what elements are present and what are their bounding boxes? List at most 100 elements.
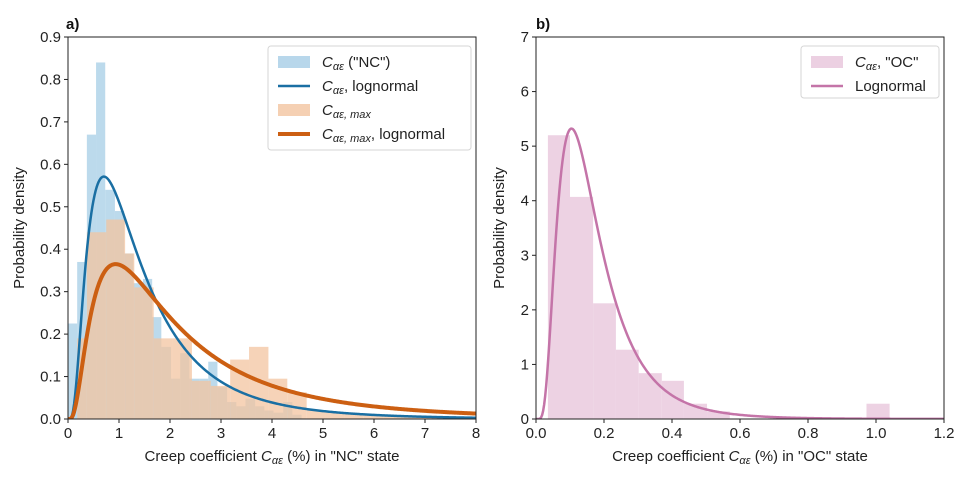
y-tick-label: 0.3 xyxy=(40,284,61,301)
legend-entry-label: Cαε, max, lognormal xyxy=(322,126,445,145)
y-axis-label: Probability density xyxy=(491,167,508,289)
x-tick-label: 0.4 xyxy=(662,425,683,442)
lognormal-curve-1 xyxy=(68,175,476,419)
y-tick-label: 0 xyxy=(521,411,529,428)
legend-entry-label-symbol: C xyxy=(322,102,333,119)
x-tick-label: 0.2 xyxy=(594,425,615,442)
histogram-bar xyxy=(172,338,192,419)
y-tick-label: 0.5 xyxy=(40,199,61,216)
histogram-bar xyxy=(125,253,135,419)
x-tick-label: 7 xyxy=(421,425,429,442)
histogram-bar xyxy=(153,338,173,419)
histogram-2 xyxy=(77,219,460,419)
y-tick-label: 0.9 xyxy=(40,29,61,46)
panel-a: 0 1 2 3 4 5 6 7 8 0.0 0.1 0.2 0.3 0.4 0.5 0.6 0.7 0.8 0.9 C… xyxy=(11,16,480,467)
histogram-bar xyxy=(661,380,684,419)
y-tick-label: 1 xyxy=(521,356,529,373)
x-tick-label: 0.8 xyxy=(798,425,819,442)
histogram-bar xyxy=(191,380,211,419)
y-tick-label: 0.2 xyxy=(40,326,61,343)
panel-label: a) xyxy=(66,16,79,33)
legend-entry-label-post: , "OC" xyxy=(877,54,918,71)
panel-label: b) xyxy=(536,16,550,33)
y-tick-label: 4 xyxy=(521,193,529,210)
x-axis-label-post: (%) in "NC" state xyxy=(283,448,400,465)
histogram-bar xyxy=(866,403,890,419)
histogram-bar xyxy=(615,349,639,419)
y-tick-label: 0.1 xyxy=(40,369,61,386)
x-tick-label: 5 xyxy=(319,425,327,442)
legend-entry-label-post: ("NC") xyxy=(344,54,390,71)
x-tick-label: 0.6 xyxy=(730,425,751,442)
histogram-bar xyxy=(363,414,384,419)
plot-area xyxy=(68,62,476,419)
legend-entry-label-subscript: αε xyxy=(333,85,344,97)
x-tick-label: 1.2 xyxy=(934,425,955,442)
x-axis-label-pre: Creep coefficient xyxy=(612,448,728,465)
legend-entry-label-post: , lognormal xyxy=(371,126,445,143)
histogram-bar xyxy=(638,373,662,419)
histogram-bar xyxy=(134,287,154,419)
histogram-bar xyxy=(402,416,422,419)
legend-entry-label-subscript: αε, max xyxy=(333,109,372,121)
x-axis-label-post: (%) in "OC" state xyxy=(751,448,868,465)
x-axis-label: Creep coefficient Cαε (%) in "OC" state xyxy=(612,448,868,467)
legend-entry-label-symbol: C xyxy=(322,54,333,71)
x-tick-label: 1.0 xyxy=(866,425,887,442)
legend-entry-label-symbol: C xyxy=(322,78,333,95)
y-tick-label: 0.4 xyxy=(40,241,61,258)
x-tick-label: 4 xyxy=(268,425,276,442)
legend-entry-label-post: , lognormal xyxy=(344,78,418,95)
y-tick-label: 2 xyxy=(521,302,529,319)
histogram-bar xyxy=(707,411,730,419)
x-tick-label: 0.0 xyxy=(526,425,547,442)
x-tick-label: 2 xyxy=(166,425,174,442)
y-tick-label: 0.6 xyxy=(40,156,61,173)
x-tick-label: 0 xyxy=(64,425,72,442)
y-tick-label: 0.8 xyxy=(40,71,61,88)
legend-entry-label-subscript: αε, max xyxy=(333,133,372,145)
legend-swatch-patch xyxy=(278,56,310,68)
y-tick-label: 7 xyxy=(521,29,529,46)
x-tick-label: 1 xyxy=(115,425,123,442)
legend-entry-label: Cαε, max xyxy=(322,102,371,121)
y-tick-label: 0.7 xyxy=(40,114,61,131)
y-axis-label: Probability density xyxy=(11,167,28,289)
x-axis-label-symbol: C xyxy=(729,448,740,465)
histogram-0 xyxy=(547,135,890,419)
legend-swatch-patch xyxy=(811,56,843,68)
x-axis-label-subscript: αε xyxy=(739,455,750,467)
histogram-bar xyxy=(593,303,616,419)
legend-entry-label-subscript: αε xyxy=(866,61,877,73)
legend: Cαε, "OC" Lognormal xyxy=(800,45,940,99)
legend-entry-label-symbol: C xyxy=(322,126,333,143)
x-axis-label: Creep coefficient Cαε (%) in "NC" state xyxy=(145,448,400,467)
histogram-bar xyxy=(344,413,364,419)
histogram-bar xyxy=(287,392,307,419)
x-axis-label-pre: Creep coefficient xyxy=(145,448,261,465)
histogram-bar xyxy=(306,410,326,419)
legend-swatch-patch xyxy=(278,104,310,116)
legend-entry-label: Cαε ("NC") xyxy=(322,54,390,73)
histogram-bar xyxy=(68,323,78,419)
histogram-bar xyxy=(570,196,594,419)
y-tick-label: 6 xyxy=(521,84,529,101)
legend-entry-label-symbol: C xyxy=(855,54,866,71)
panel-b: 0.0 0.2 0.4 0.6 0.8 1.0 1.2 0 1 2 3 4 5 6 7 Creep coeff… xyxy=(491,16,954,467)
histogram-bar xyxy=(383,415,403,419)
lognormal-curve-3 xyxy=(68,262,476,419)
y-tick-label: 3 xyxy=(521,247,529,264)
histogram-bar xyxy=(325,412,345,419)
x-axis-label-symbol: C xyxy=(261,448,272,465)
x-axis-label-subscript: αε xyxy=(272,455,283,467)
x-tick-label: 8 xyxy=(472,425,480,442)
legend-entry-label: Cαε, lognormal xyxy=(322,78,418,97)
y-tick-label: 0.0 xyxy=(40,411,61,428)
x-tick-label: 6 xyxy=(370,425,378,442)
histogram-bar xyxy=(210,385,231,419)
legend-entry-label: Cαε, "OC" xyxy=(855,54,918,73)
histogram-bar xyxy=(106,219,126,419)
legend-box xyxy=(267,45,472,151)
legend-entry-label-post: Lognormal xyxy=(855,78,926,95)
